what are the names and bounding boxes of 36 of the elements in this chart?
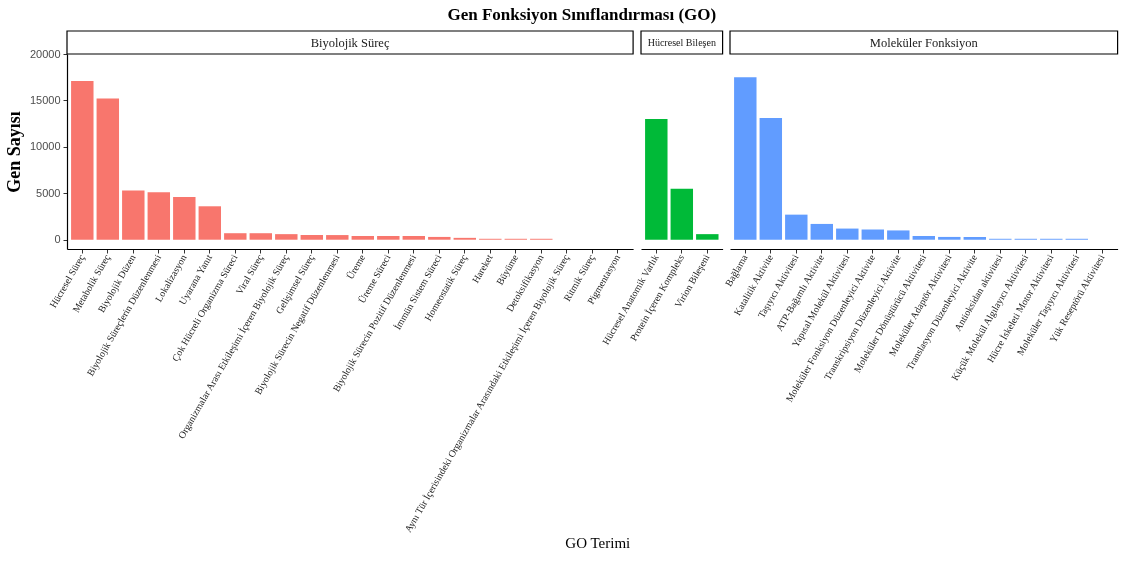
bar: [249, 233, 273, 240]
y-tick-label: 0: [54, 233, 61, 246]
bar: [224, 233, 247, 240]
bar: [326, 235, 349, 240]
chart-subtitle: Biyolojik Süreç: [310, 35, 390, 50]
bar: [938, 236, 961, 240]
bar: [96, 98, 120, 240]
y-tick-label: 10000: [29, 140, 61, 153]
bar: [759, 118, 783, 240]
bar: [300, 235, 324, 240]
bar: [785, 214, 808, 240]
y-axis-title: Gen Sayısı: [3, 111, 24, 193]
chart-subtitle: Hücresel Bileşen: [647, 36, 716, 48]
bar: [887, 230, 910, 240]
bar: [428, 236, 451, 240]
bar: [275, 234, 298, 240]
chart-title: Gen Fonksiyon Sınıflandırması (GO): [447, 5, 717, 25]
bar: [351, 236, 375, 240]
bar: [122, 190, 145, 240]
bar: [963, 236, 987, 240]
y-tick-label: 20000: [29, 47, 61, 60]
bar: [147, 192, 171, 240]
bar: [836, 228, 859, 240]
bar: [198, 206, 222, 240]
bar: [861, 229, 885, 240]
bar: [810, 223, 834, 240]
chart-subtitle: Moleküler Fonksiyon: [869, 35, 979, 50]
y-tick-label: 15000: [29, 93, 61, 106]
bar: [734, 77, 757, 240]
y-tick-label: 5000: [36, 186, 61, 199]
bar: [912, 236, 936, 240]
x-axis-title: GO Terimi: [565, 535, 631, 552]
bar: [71, 80, 94, 240]
bar: [173, 197, 196, 240]
bar: [402, 236, 426, 240]
bar: [377, 236, 400, 240]
